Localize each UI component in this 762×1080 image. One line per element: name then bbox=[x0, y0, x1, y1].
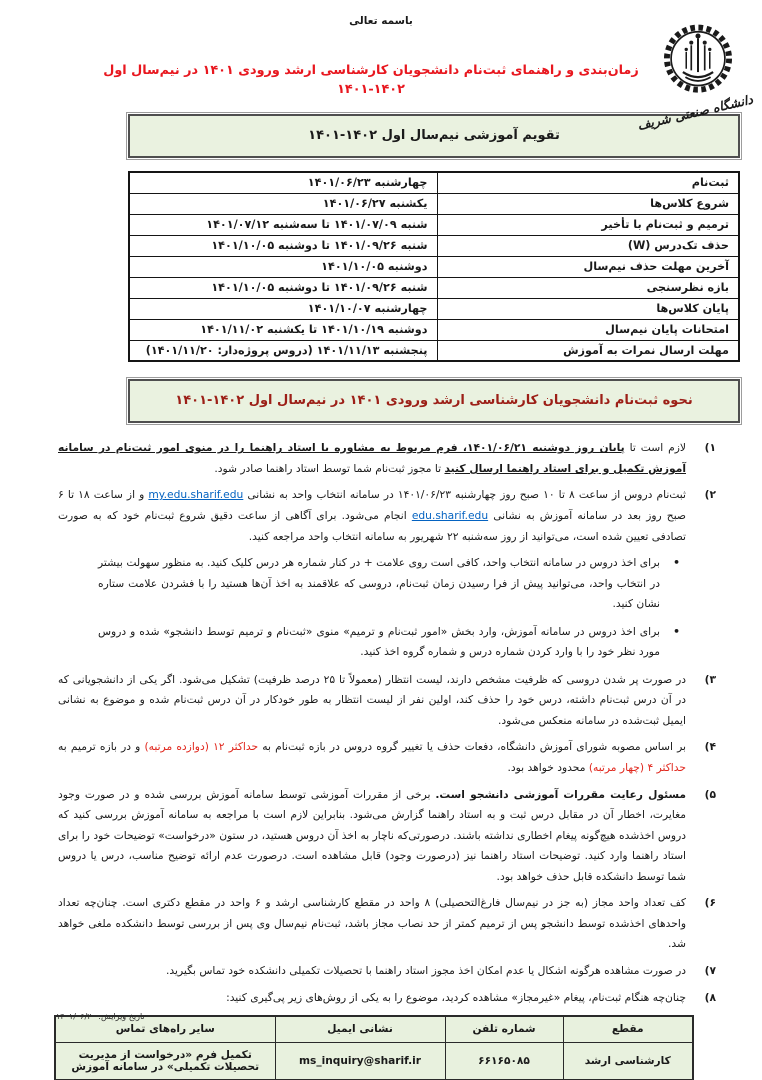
bullet-icon: • bbox=[673, 556, 680, 570]
event-date: شنبه ۱۴۰۱/۰۹/۲۶ تا دوشنبه ۱۴۰۱/۱۰/۰۵ bbox=[128, 276, 438, 299]
item1-emphasis: پایان روز دوشنبه ۱۴۰۱/۰۶/۲۱، فرم مربوط ب… bbox=[58, 441, 686, 475]
table-row: حذف تک‌درس (W) شنبه ۱۴۰۱/۰۹/۲۶ تا دوشنبه… bbox=[128, 234, 740, 257]
sharif-gear-icon bbox=[663, 24, 733, 93]
item-number: ۱) bbox=[704, 441, 716, 455]
event-label: ترمیم و ثبت‌نام با تأخیر bbox=[436, 213, 740, 236]
level-cell: کارشناسی ارشد bbox=[562, 1041, 694, 1080]
item-number: ۳) bbox=[704, 672, 716, 686]
item-number: ۷) bbox=[704, 963, 716, 977]
item-text: چنان‌چه هنگام ثبت‌نام، پیغام «غیرمجاز» م… bbox=[226, 990, 686, 1004]
revision-date: تاریخ ویرایش: ۱۴۰۱/۰۶/۲۰ bbox=[56, 1012, 145, 1021]
header-other-contact: سایر راه‌های تماس bbox=[54, 1015, 276, 1043]
item1-post: تا مجوز ثبت‌نام شما توسط استاد راهنما صا… bbox=[214, 461, 445, 475]
item4-red-limit-4: حداکثر ۴ (چهار مرتبه) bbox=[588, 761, 686, 775]
basmala-text: باسمه تعالی bbox=[349, 15, 413, 27]
item-text: در صورت مشاهده هرگونه اشکال یا عدم امکان… bbox=[166, 963, 686, 977]
table-row: ثبت‌نام چهارشنبه ۱۴۰۱/۰۶/۲۳ bbox=[128, 171, 740, 194]
edu-sharif-link[interactable]: edu.sharif.edu bbox=[411, 509, 489, 523]
event-label: ثبت‌نام bbox=[436, 171, 740, 194]
event-date: یکشنبه ۱۴۰۱/۰۶/۲۷ bbox=[128, 192, 438, 215]
registration-section-banner: نحوه ثبت‌نام دانشجویان کارشناسی ارشد ورو… bbox=[126, 377, 742, 426]
bullet-item-1: • برای اخذ دروس در سامانه انتخاب واحد، ک… bbox=[98, 553, 680, 615]
table-row: مهلت ارسال نمرات به آموزش پنجشنبه ۱۴۰۱/۱… bbox=[128, 339, 740, 362]
table-row: پایان کلاس‌ها چهارشنبه ۱۴۰۱/۱۰/۰۷ bbox=[128, 297, 740, 320]
table-row: امتحانات پایان نیم‌سال دوشنبه ۱۴۰۱/۱۰/۱۹… bbox=[128, 318, 740, 341]
item1-pre: لازم است تا bbox=[624, 441, 686, 455]
university-logo: دانشگاه صنعتی شریف bbox=[636, 20, 754, 133]
phone-cell: ۶۶۱۶۵۰۸۵ bbox=[444, 1041, 564, 1080]
event-date: دوشنبه ۱۴۰۱/۱۰/۰۵ bbox=[128, 255, 438, 278]
item-text: مسئول رعایت مقررات آموزشی دانشجو است. بر… bbox=[58, 785, 686, 888]
event-label: امتحانات پایان نیم‌سال bbox=[436, 318, 740, 341]
other-contact-cell: تکمیل فرم «درخواست از مدیریت تحصیلات تکم… bbox=[54, 1041, 276, 1080]
contact-data-row: کارشناسی ارشد ۶۶۱۶۵۰۸۵ ms_inquiry@sharif… bbox=[54, 1041, 694, 1080]
list-item-2: ۲) ثبت‌نام دروس از ساعت ۸ تا ۱۰ صبح روز … bbox=[58, 485, 716, 547]
item-number: ۵) bbox=[704, 787, 716, 801]
bullet-text: برای اخذ دروس در سامانه انتخاب واحد، کاف… bbox=[98, 556, 660, 611]
table-row: آخرین مهلت حذف نیم‌سال دوشنبه ۱۴۰۱/۱۰/۰۵ bbox=[128, 255, 740, 278]
bullet-item-2: • برای اخذ دروس در سامانه آموزش، وارد بخ… bbox=[98, 622, 680, 663]
event-label: شروع کلاس‌ها bbox=[436, 192, 740, 215]
page-title: زمان‌بندی و راهنمای ثبت‌نام دانشجویان کا… bbox=[103, 63, 639, 98]
item-number: ۸) bbox=[704, 990, 716, 1004]
list-item-7: ۷) در صورت مشاهده هرگونه اشکال یا عدم ام… bbox=[58, 961, 716, 982]
list-item-3: ۳) در صورت پر شدن دروسی که ظرفیت مشخص دا… bbox=[58, 670, 716, 732]
header-level: مقطع bbox=[562, 1015, 694, 1043]
item4-text-2: و در بازه ترمیم به bbox=[58, 740, 145, 754]
item-text: بر اساس مصوبه شورای آموزش دانشگاه، دفعات… bbox=[58, 737, 686, 778]
event-date: چهارشنبه ۱۴۰۱/۱۰/۰۷ bbox=[128, 297, 438, 320]
item2-text-1: ثبت‌نام دروس از ساعت ۸ تا ۱۰ صبح روز چها… bbox=[243, 488, 687, 502]
item-text: در صورت پر شدن دروسی که ظرفیت مشخص دارند… bbox=[58, 672, 686, 727]
item-number: ۲) bbox=[704, 488, 716, 502]
item5-bold-lead: مسئول رعایت مقررات آموزشی دانشجو است. bbox=[435, 787, 686, 801]
header-phone: شماره تلفن bbox=[444, 1015, 564, 1043]
calendar-banner: تقویم آموزشی نیم‌سال اول ۱۴۰۲-۱۴۰۱ bbox=[126, 112, 742, 161]
list-item-6: ۶) کف تعداد واحد مجاز (به جز در نیم‌سال … bbox=[58, 893, 716, 955]
event-label: حذف تک‌درس (W) bbox=[436, 234, 740, 257]
item-text: کف تعداد واحد مجاز (به جز در نیم‌سال فار… bbox=[58, 896, 686, 951]
event-label: پایان کلاس‌ها bbox=[436, 297, 740, 320]
contact-table: مقطع شماره تلفن نشانی ایمیل سایر راه‌های… bbox=[54, 1015, 694, 1080]
instruction-list: ۱) لازم است تا پایان روز دوشنبه ۱۴۰۱/۰۶/… bbox=[54, 438, 716, 1080]
event-label: آخرین مهلت حذف نیم‌سال bbox=[436, 255, 740, 278]
table-row: بازه نظرسنجی شنبه ۱۴۰۱/۰۹/۲۶ تا دوشنبه ۱… bbox=[128, 276, 740, 299]
calendar-table: ثبت‌نام چهارشنبه ۱۴۰۱/۰۶/۲۳ شروع کلاس‌ها… bbox=[128, 171, 740, 363]
header-email: نشانی ایمیل bbox=[274, 1015, 446, 1043]
item-number: ۴) bbox=[704, 740, 716, 754]
list-item-8: ۸) چنان‌چه هنگام ثبت‌نام، پیغام «غیرمجاز… bbox=[58, 988, 716, 1009]
list-item-5: ۵) مسئول رعایت مقررات آموزشی دانشجو است.… bbox=[58, 785, 716, 888]
event-date: شنبه ۱۴۰۱/۰۷/۰۹ تا سه‌شنبه ۱۴۰۱/۰۷/۱۲ bbox=[128, 213, 438, 236]
my-edu-sharif-link[interactable]: my.edu.sharif.edu bbox=[148, 488, 244, 502]
contact-header-row: مقطع شماره تلفن نشانی ایمیل سایر راه‌های… bbox=[54, 1015, 694, 1043]
bullet-text: برای اخذ دروس در سامانه آموزش، وارد بخش … bbox=[98, 624, 660, 659]
item-text: لازم است تا پایان روز دوشنبه ۱۴۰۱/۰۶/۲۱،… bbox=[58, 438, 686, 479]
item-text: ثبت‌نام دروس از ساعت ۸ تا ۱۰ صبح روز چها… bbox=[58, 485, 686, 547]
table-row: ترمیم و ثبت‌نام با تأخیر شنبه ۱۴۰۱/۰۷/۰۹… bbox=[128, 213, 740, 236]
event-date: پنجشنبه ۱۴۰۱/۱۱/۱۳ (دروس پروژه‌دار: ۱۴۰۱… bbox=[128, 339, 438, 362]
item4-text-3: محدود خواهد بود. bbox=[507, 761, 589, 775]
list-item-1: ۱) لازم است تا پایان روز دوشنبه ۱۴۰۱/۰۶/… bbox=[58, 438, 716, 479]
bullet-list: • برای اخذ دروس در سامانه انتخاب واحد، ک… bbox=[98, 553, 680, 663]
item4-text-1: بر اساس مصوبه شورای آموزش دانشگاه، دفعات… bbox=[258, 740, 686, 754]
table-row: شروع کلاس‌ها یکشنبه ۱۴۰۱/۰۶/۲۷ bbox=[128, 192, 740, 215]
item5-rest: برخی از مقررات آموزشی توسط سامانه آموزش … bbox=[58, 787, 686, 883]
list-item-4: ۴) بر اساس مصوبه شورای آموزش دانشگاه، دف… bbox=[58, 737, 716, 778]
item-number: ۶) bbox=[704, 896, 716, 910]
event-label: بازه نظرسنجی bbox=[436, 276, 740, 299]
item4-red-limit-12: حداکثر ۱۲ (دوازده مرتبه) bbox=[144, 740, 259, 754]
event-label: مهلت ارسال نمرات به آموزش bbox=[436, 339, 740, 362]
event-date: چهارشنبه ۱۴۰۱/۰۶/۲۳ bbox=[128, 171, 438, 194]
item2-text-2: و از ساعت ۱۸ تا ۶ صبح روز بعد در سامانه … bbox=[58, 488, 686, 523]
email-cell: ms_inquiry@sharif.ir bbox=[274, 1041, 446, 1080]
bullet-icon: • bbox=[673, 624, 680, 638]
item2-text-3: انجام می‌شود. برای آگاهی از ساعت دقیق شر… bbox=[58, 509, 686, 543]
event-date: شنبه ۱۴۰۱/۰۹/۲۶ تا دوشنبه ۱۴۰۱/۱۰/۰۵ bbox=[128, 234, 438, 257]
event-date: دوشنبه ۱۴۰۱/۱۰/۱۹ تا یکشنبه ۱۴۰۱/۱۱/۰۲ bbox=[128, 318, 438, 341]
